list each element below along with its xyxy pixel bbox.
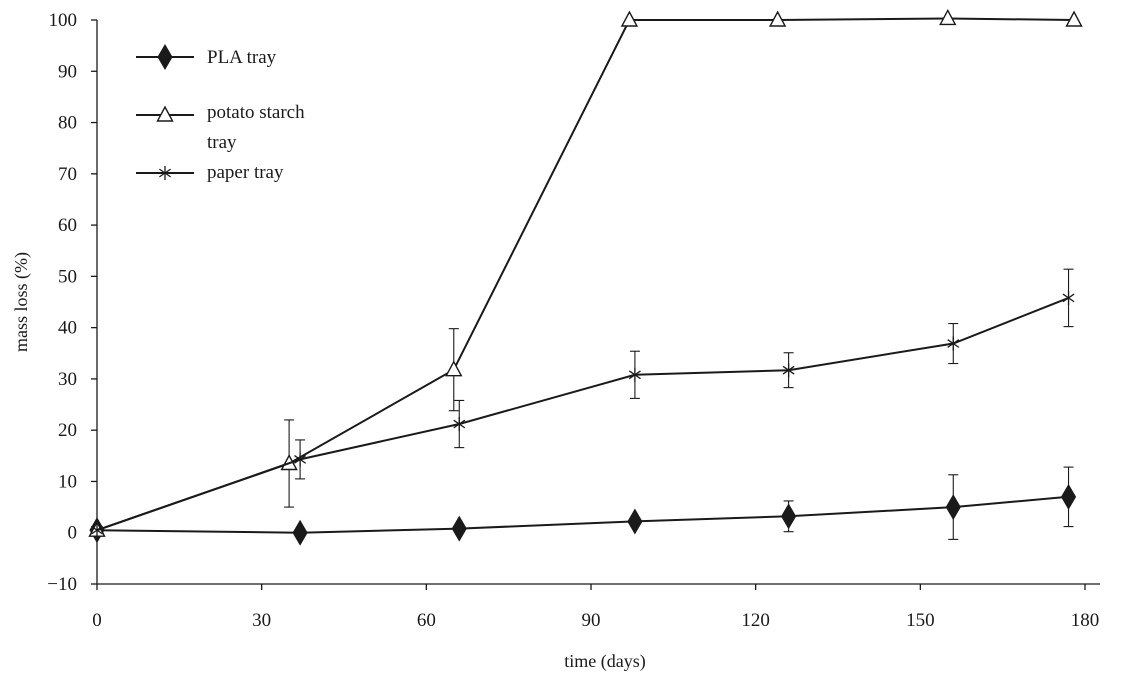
y-tick-label: 60 xyxy=(58,215,77,236)
legend-marker xyxy=(156,105,174,122)
pla-tray-point xyxy=(945,494,961,521)
y-tick-label: 90 xyxy=(58,61,77,82)
legend-item-paper-tray: paper tray xyxy=(136,162,284,183)
potato-starch-tray-point xyxy=(768,10,787,27)
y-tick-label: 30 xyxy=(58,369,77,390)
paper-tray-point xyxy=(628,367,641,382)
paper-tray-point xyxy=(947,336,960,351)
series-pla-tray xyxy=(89,466,1077,546)
pla-tray-point xyxy=(451,515,467,542)
pla-tray-point xyxy=(627,508,643,535)
y-tick-label: 100 xyxy=(49,10,78,31)
pla-tray-line xyxy=(96,495,1069,534)
asterisk-stroke xyxy=(453,419,466,429)
y-tick-label: −10 xyxy=(47,574,77,595)
asterisk-stroke xyxy=(1062,293,1075,303)
x-tick-label: 150 xyxy=(906,610,935,631)
x-tick-label: 60 xyxy=(417,610,436,631)
asterisk-stroke xyxy=(294,455,307,464)
x-tick-label: 180 xyxy=(1071,610,1100,631)
x-tick-label: 30 xyxy=(252,610,271,631)
legend-item-pla-tray: PLA tray xyxy=(136,44,277,70)
y-tick-label: 80 xyxy=(58,113,77,134)
asterisk-stroke xyxy=(947,339,960,348)
asterisk-stroke xyxy=(782,365,795,375)
x-axis-title: time (days) xyxy=(564,651,645,672)
plot-area xyxy=(88,8,1083,546)
potato-starch-tray-point xyxy=(1065,10,1083,27)
paper-tray-point xyxy=(91,523,103,538)
paper-tray-point xyxy=(294,452,307,467)
legend-marker xyxy=(157,44,173,70)
legend: PLA tray potato starch tray paper tray xyxy=(136,44,305,183)
axes: −10 0 10 20 30 40 50 60 70 80 90 100 0 30 60 90 120 150 18… xyxy=(47,10,1100,631)
x-tick-label: 0 xyxy=(92,610,102,631)
legend-label: paper tray xyxy=(207,162,284,183)
pla-tray-point xyxy=(292,519,308,546)
legend-label: potato starch xyxy=(207,102,305,123)
potato-starch-tray-point xyxy=(445,360,463,377)
asterisk-stroke xyxy=(628,370,641,380)
y-axis-title: mass loss (%) xyxy=(11,252,32,352)
asterisk-stroke xyxy=(159,168,171,178)
legend-label: tray xyxy=(207,132,237,153)
x-tick-label: 120 xyxy=(741,610,770,631)
paper-tray-point xyxy=(453,417,466,432)
y-tick-label: 10 xyxy=(58,471,77,492)
legend-marker xyxy=(159,166,171,180)
potato-starch-tray-line xyxy=(96,17,1075,532)
y-tick-label: 50 xyxy=(58,266,77,287)
potato-starch-tray-point xyxy=(939,8,957,26)
y-tick-label: 0 xyxy=(68,523,78,544)
paper-tray-point xyxy=(1062,290,1075,305)
paper-tray-point xyxy=(782,363,795,378)
paper-tray-line xyxy=(96,296,1069,532)
y-tick-label: 20 xyxy=(58,420,77,441)
pla-tray-point xyxy=(1060,483,1077,510)
x-tick-label: 90 xyxy=(582,610,601,631)
pla-tray-point xyxy=(781,503,797,530)
legend-item-potato-starch-tray: potato starch tray xyxy=(136,102,305,153)
y-tick-label: 40 xyxy=(58,318,77,339)
legend-label: PLA tray xyxy=(207,47,277,68)
series-potato-starch-tray xyxy=(88,8,1083,537)
asterisk-stroke xyxy=(91,525,103,535)
series-paper-tray xyxy=(91,268,1075,538)
potato-starch-tray-point xyxy=(620,10,639,27)
y-tick-label: 70 xyxy=(58,164,77,185)
